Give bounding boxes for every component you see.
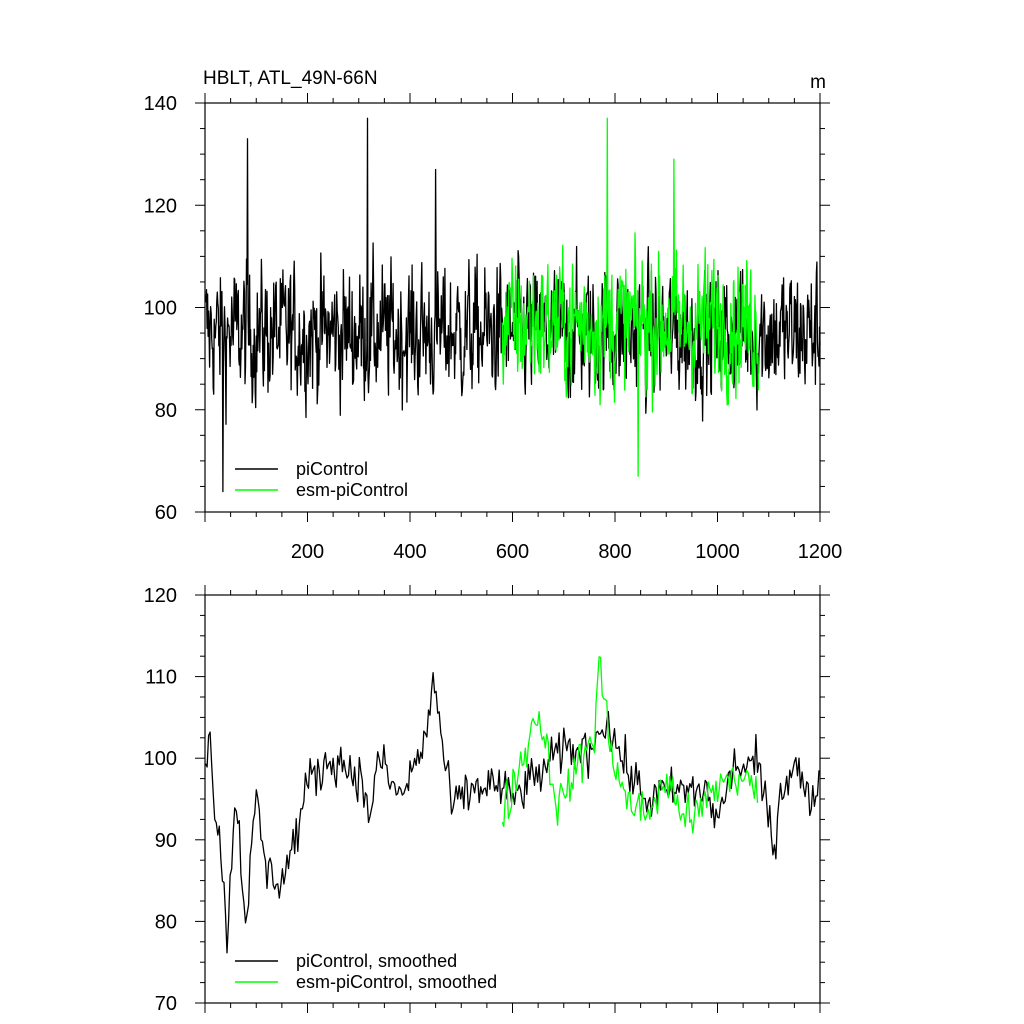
- y-tick-label: 60: [155, 502, 177, 524]
- y-tick-label: 100: [144, 298, 177, 320]
- series-line: [501, 656, 759, 834]
- top-panel: HBLT, ATL_49N-66N m 60 80 100 120 140 200 400…: [144, 68, 843, 563]
- axis-ticks: [195, 93, 830, 522]
- x-tick-label: 600: [496, 541, 529, 563]
- series-line: [204, 672, 820, 954]
- legend-label-picontrol: piControl: [296, 459, 368, 479]
- legend-label-esm-picontrol-smoothed: esm-piControl, smoothed: [296, 972, 497, 992]
- legend: piControl esm-piControl: [235, 459, 408, 500]
- y-tick-label: 80: [155, 400, 177, 422]
- y-tick-label: 100: [144, 748, 177, 770]
- y-tick-label: 140: [144, 93, 177, 115]
- y-tick-label: 120: [144, 585, 177, 607]
- y-tick-label: 110: [145, 667, 177, 689]
- bottom-panel: 70 80 90 100 110 120 piControl, smoothed esm-…: [144, 585, 830, 1015]
- y-tick-labels: 70 80 90 100 110 120: [144, 585, 177, 1015]
- x-tick-label: 200: [291, 541, 324, 563]
- y-tick-label: 70: [155, 993, 177, 1015]
- y-tick-label: 120: [144, 195, 177, 217]
- legend: piControl, smoothed esm-piControl, smoot…: [235, 951, 497, 992]
- x-tick-label: 400: [393, 541, 426, 563]
- legend-label-picontrol-smoothed: piControl, smoothed: [296, 951, 457, 971]
- x-tick-label: 1200: [798, 541, 843, 563]
- series-lines: [204, 117, 821, 493]
- plot-frame: [204, 102, 821, 513]
- series-line: [501, 117, 760, 477]
- units-label: m: [810, 72, 826, 93]
- legend-label-esm-picontrol: esm-piControl: [296, 480, 408, 500]
- plot-frame: [204, 594, 821, 1004]
- x-tick-labels: 200 400 600 800 1000 1200: [291, 541, 842, 563]
- axis-ticks: [195, 585, 830, 1013]
- x-tick-label: 1000: [695, 541, 740, 563]
- y-tick-label: 80: [155, 911, 177, 933]
- y-tick-label: 90: [155, 830, 177, 852]
- series-lines: [204, 656, 820, 954]
- panel-title: HBLT, ATL_49N-66N: [203, 68, 378, 89]
- x-tick-label: 800: [598, 541, 631, 563]
- y-tick-labels: 60 80 100 120 140: [144, 93, 177, 524]
